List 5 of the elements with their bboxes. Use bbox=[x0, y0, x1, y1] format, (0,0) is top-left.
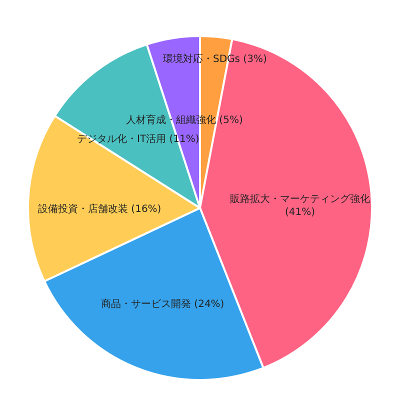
slice-label: 販路拡大・マーケティング強化 bbox=[230, 193, 370, 205]
slice-label: 設備投資・店舗改装 (16%) bbox=[38, 203, 162, 215]
slice-label: 人材育成・組織強化 (5%) bbox=[126, 114, 243, 126]
data-label: (41%) bbox=[284, 207, 316, 218]
slice-label: 商品・サービス開発 (24%) bbox=[101, 298, 224, 310]
